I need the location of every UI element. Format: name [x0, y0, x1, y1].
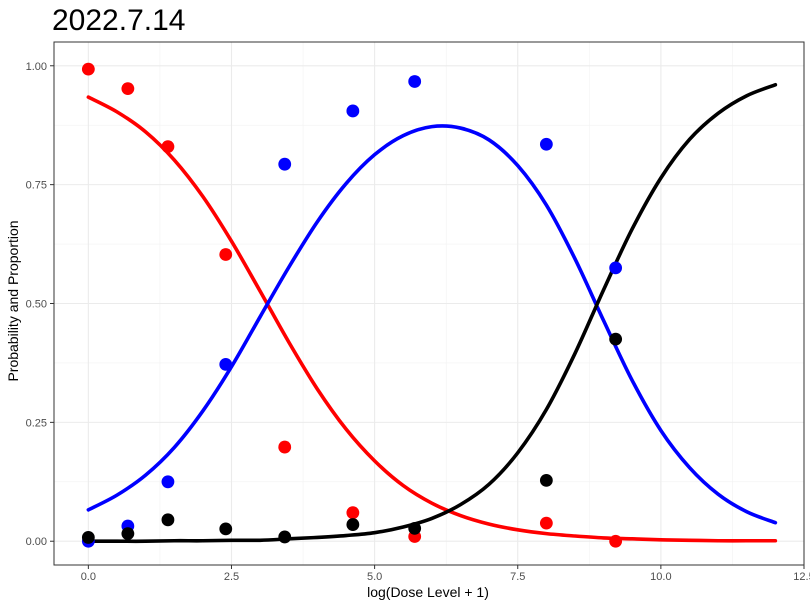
- data-point-3: [161, 513, 175, 527]
- grid: [54, 42, 805, 565]
- fitted-curves: [86, 82, 778, 544]
- y-tick-label: 1.00: [26, 61, 47, 73]
- data-point-2: [161, 475, 175, 489]
- y-tick-label: 0.50: [26, 299, 47, 311]
- y-tick-label: 0.25: [26, 417, 47, 429]
- data-point-2: [346, 104, 360, 118]
- data-point-1: [609, 534, 623, 548]
- data-point-3: [539, 473, 553, 487]
- x-tick-label: 12.5: [793, 571, 810, 583]
- x-tick-label: 0.0: [81, 571, 96, 583]
- y-axis-ticks: 0.00 0.25 0.50 0.75 1.00: [26, 61, 54, 548]
- x-tick-label: 7.5: [510, 571, 525, 583]
- y-tick-label: 0.00: [26, 536, 47, 548]
- data-point-3: [609, 332, 623, 346]
- data-point-3: [81, 531, 95, 544]
- data-point-1: [121, 82, 135, 95]
- data-point-1: [346, 506, 360, 520]
- data-point-3: [278, 530, 292, 544]
- data-point-3: [121, 527, 135, 541]
- data-point-1: [219, 248, 233, 261]
- y-axis-label: Probability and Proportion: [5, 220, 21, 381]
- x-axis-label: log(Dose Level + 1): [367, 584, 489, 600]
- data-point-2: [278, 157, 292, 171]
- x-axis-ticks: 0.0 2.5 5.0 7.5 10.0 12.5: [81, 565, 810, 583]
- data-point-1: [278, 440, 292, 454]
- data-point-1: [81, 62, 95, 76]
- data-point-2: [609, 261, 623, 275]
- fitted-curve-3: [86, 82, 778, 544]
- data-point-2: [219, 357, 233, 371]
- data-point-3: [346, 518, 360, 531]
- data-points: [81, 62, 623, 548]
- x-tick-label: 2.5: [224, 571, 239, 583]
- data-point-3: [408, 521, 422, 535]
- data-point-2: [408, 75, 422, 88]
- y-tick-label: 0.75: [26, 180, 47, 192]
- fitted-curve-1: [86, 95, 778, 543]
- x-tick-label: 10.0: [650, 571, 671, 583]
- x-tick-label: 5.0: [367, 571, 382, 583]
- fitted-curve-2: [86, 124, 778, 525]
- data-point-3: [219, 522, 233, 536]
- data-point-1: [539, 516, 553, 530]
- chart-title: 2022.7.14: [52, 4, 185, 37]
- data-point-2: [539, 137, 553, 151]
- data-point-1: [161, 140, 175, 154]
